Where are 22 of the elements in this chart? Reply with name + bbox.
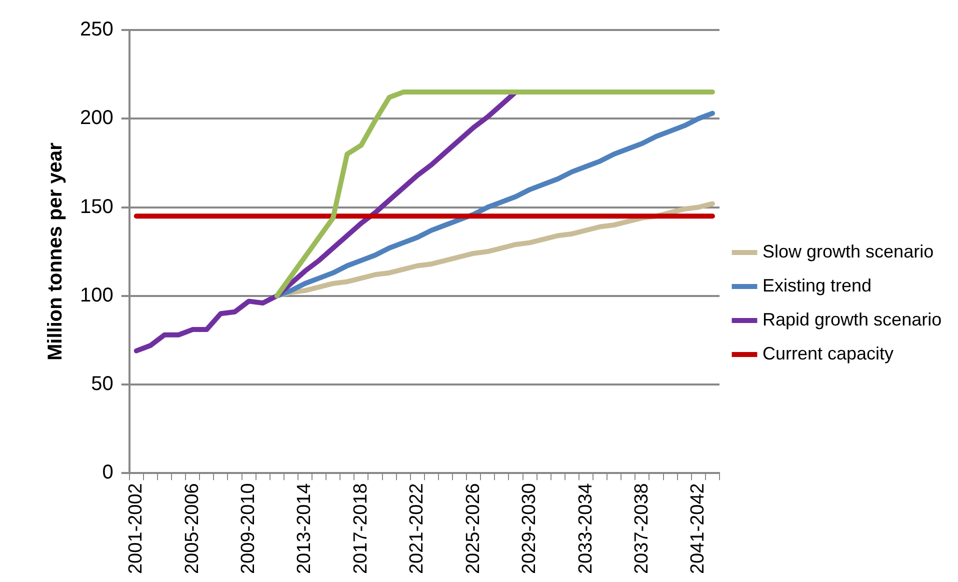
x-tick-label: 2029-2030 [519,483,540,574]
legend-label: Slow growth scenario [762,241,934,262]
x-tick-label: 2037-2038 [631,483,652,574]
x-tick-label: 2005-2006 [182,483,203,574]
x-tick-label: 2013-2014 [294,482,316,574]
x-tick-label: 2017-2018 [350,483,372,574]
x-tick-label: 2025-2026 [462,483,484,574]
x-tick-label: 2041-2042 [688,483,709,574]
y-tick-label: 0 [102,462,114,484]
y-tick-label: 50 [91,373,114,396]
x-tick-label: 2001-2002 [126,483,147,574]
x-tick-label: 2009-2010 [238,483,260,574]
y-tick-label: 150 [80,196,114,218]
legend-label: Rapid growth scenario [762,309,942,330]
x-tick-label: 2033-2034 [575,482,596,574]
y-tick-label: 100 [80,284,114,306]
x-tick-label: 2021-2022 [406,483,428,574]
y-tick-label: 200 [80,107,114,130]
legend-label: Existing trend [762,275,872,296]
legend-label: Current capacity [762,343,894,364]
y-axis-title: Million tonnes per year [44,142,67,360]
y-tick-label: 250 [80,18,114,41]
